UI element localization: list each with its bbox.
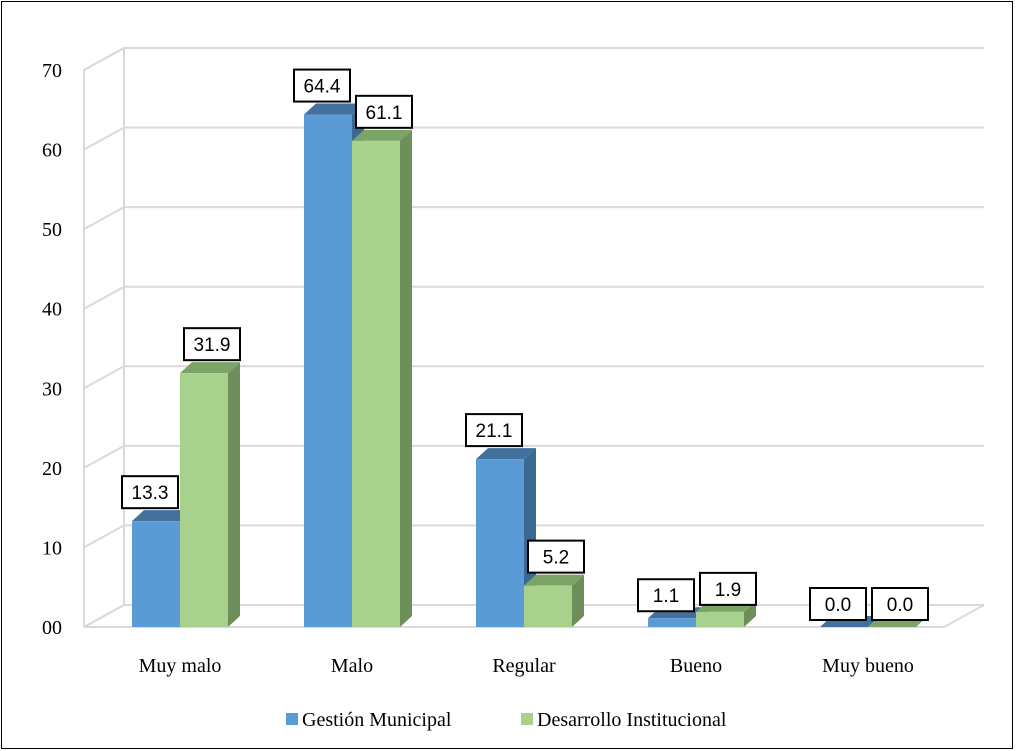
category-label: Malo [331,655,373,677]
gridline-side [83,126,125,151]
category-label: Muy bueno [822,655,914,677]
data-label-desarrollo-institucional: 0.0 [871,587,929,621]
data-label-text: 61.1 [366,103,403,124]
data-label-text: 1.9 [715,580,741,601]
bar-top [476,448,536,460]
bar-desarrollo-institucional [352,129,412,627]
bar-side [744,600,756,627]
side-wall [83,46,125,627]
data-label-gestion-municipal: 21.1 [465,413,523,448]
data-label-box [121,475,179,510]
category-label: Regular [492,655,556,677]
legend-swatch [521,713,533,725]
x-axis-categories: Muy malo Malo Regular Bueno Muy bueno [139,655,914,677]
data-label-desarrollo-institucional: 1.9 [699,571,757,606]
data-label-gestion-municipal: 0.0 [809,587,867,621]
data-labels: 13.3 31.9 64.4 61.1 21.1 5.2 1.1 1.9 0.0 0.0 [121,68,929,621]
bar-front [180,373,228,627]
legend-label: Gestión Municipal [302,709,452,731]
legend-item-gestion-municipal: Gestión Municipal [286,709,452,731]
legend-label: Desarrollo Institucional [537,709,727,731]
y-tick-label: 60 [42,140,62,162]
data-label-box [699,571,757,606]
data-label-text: 21.1 [476,421,513,442]
bar-front [524,585,572,627]
y-axis-ticks: 00 10 20 30 40 50 60 70 [42,60,62,639]
bar-front [304,114,352,627]
data-label-text: 13.3 [132,483,169,504]
data-label-box [355,94,413,129]
bar-top [180,362,240,374]
data-label-box [465,413,523,448]
legend: Gestión Municipal Desarrollo Instituciona… [286,709,727,731]
gridline-side [83,206,125,231]
bar-top [524,574,584,586]
data-label-text: 31.9 [194,335,231,356]
data-label-box [637,578,695,613]
gridline-side [83,47,125,71]
data-label-desarrollo-institucional: 5.2 [527,539,585,574]
data-label-text: 0.0 [825,595,851,616]
data-label-box [527,539,585,574]
data-label-box [809,587,867,621]
data-label-box [183,327,241,362]
category-label: Muy malo [139,655,222,677]
bars [132,103,928,628]
data-label-gestion-municipal: 64.4 [293,68,351,103]
data-label-gestion-municipal: 13.3 [121,475,179,510]
gridline-side [83,604,125,628]
y-tick-label: 50 [42,219,62,241]
bar-side [228,362,240,627]
y-tick-label: 30 [42,378,62,400]
data-label-box [293,68,351,103]
gridline-side [83,524,125,549]
data-label-text: 5.2 [543,548,569,569]
bar-side [400,129,412,627]
category-label: Bueno [670,655,722,677]
bar-desarrollo-institucional [524,574,584,627]
bar-top [352,129,412,141]
data-label-desarrollo-institucional: 61.1 [355,94,413,129]
bar-side [572,574,584,627]
bar-top [304,103,364,115]
bar-gestion-municipal [476,448,536,627]
bar-front [352,140,400,627]
bar-desarrollo-institucional [180,362,240,627]
gridline-side [83,285,125,310]
data-label-text: 1.1 [653,586,679,607]
data-label-box [871,587,929,621]
legend-item-desarrollo-institucional: Desarrollo Institucional [521,709,727,731]
gridlines [83,47,984,628]
y-tick-label: 10 [42,537,62,559]
gridline-side [83,444,125,469]
bar-front [696,611,744,627]
bar-front [132,521,180,627]
y-tick-label: 00 [42,617,62,639]
bar-top [132,510,192,522]
data-label-desarrollo-institucional: 31.9 [183,327,241,362]
bar-front [648,618,696,627]
bar-front [476,459,524,627]
data-label-text: 64.4 [304,77,341,98]
gridline-side [83,365,125,390]
data-label-gestion-municipal: 1.1 [637,578,695,613]
y-tick-label: 20 [42,458,62,480]
legend-swatch [286,713,298,725]
data-label-text: 0.0 [887,595,913,616]
y-tick-label: 70 [42,60,62,82]
y-tick-label: 40 [42,299,62,321]
